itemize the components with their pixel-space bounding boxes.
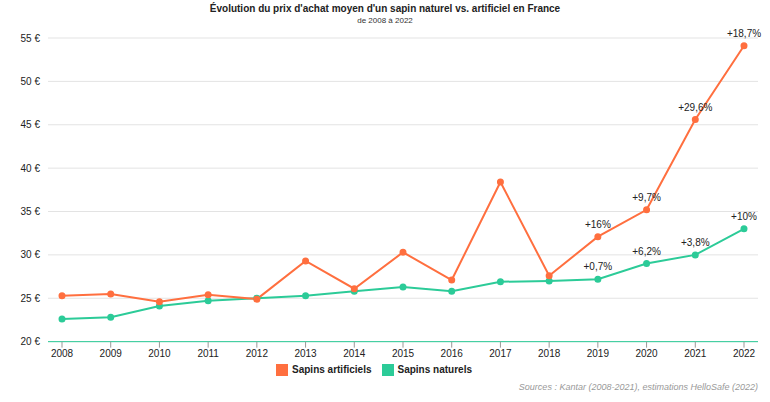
svg-text:2019: 2019 [587, 348, 610, 359]
svg-text:50 €: 50 € [21, 76, 41, 87]
html-text:Sources : Kantar (2008-2021),: Sources : Kantar (2008-2021), estimation… [518, 382, 758, 392]
svg-text:+18,7%: +18,7% [727, 28, 761, 39]
svg-text:45 €: 45 € [21, 119, 41, 130]
html-text:Sapins naturels: Sapins naturels [397, 363, 472, 375]
svg-text:2015: 2015 [392, 348, 415, 359]
svg-text:2016: 2016 [441, 348, 464, 359]
svg-text:+0,7%: +0,7% [584, 261, 613, 272]
svg-text:2013: 2013 [294, 348, 317, 359]
svg-text:2012: 2012 [246, 348, 269, 359]
html-text:de 2008 à 2022: de 2008 à 2022 [357, 16, 413, 25]
svg-text:2018: 2018 [538, 348, 561, 359]
html-text:Sapins artificiels: Sapins artificiels [292, 363, 372, 375]
svg-text:2014: 2014 [343, 348, 366, 359]
svg-text:+9,7%: +9,7% [632, 192, 661, 203]
svg-text:20 €: 20 € [21, 336, 41, 347]
svg-text:2020: 2020 [635, 348, 658, 359]
svg-text:2008: 2008 [51, 348, 74, 359]
svg-text:30 €: 30 € [21, 249, 41, 260]
svg-text:+3,8%: +3,8% [681, 237, 710, 248]
svg-text:+16%: +16% [585, 219, 611, 230]
svg-text:+6,2%: +6,2% [632, 246, 661, 257]
svg-text:55 €: 55 € [21, 33, 41, 44]
svg-text:2017: 2017 [489, 348, 512, 359]
svg-text:2021: 2021 [684, 348, 707, 359]
svg-text:2010: 2010 [148, 348, 171, 359]
svg-text:35 €: 35 € [21, 206, 41, 217]
svg-text:+10%: +10% [731, 211, 757, 222]
svg-text:+29,6%: +29,6% [678, 102, 712, 113]
svg-text:40 €: 40 € [21, 163, 41, 174]
html-text:Évolution du prix d'achat moye: Évolution du prix d'achat moyen d'un sap… [209, 3, 561, 14]
svg-text:2009: 2009 [100, 348, 123, 359]
svg-text:2022: 2022 [733, 348, 756, 359]
svg-text:25 €: 25 € [21, 293, 41, 304]
svg-text:2011: 2011 [197, 348, 219, 359]
